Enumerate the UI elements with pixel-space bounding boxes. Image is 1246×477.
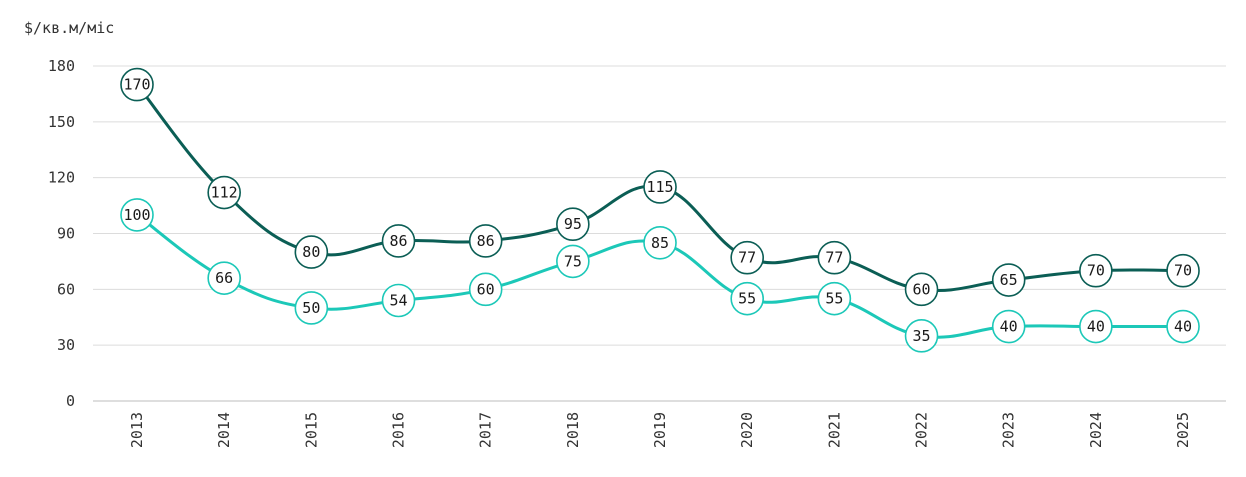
data-label: 40 [1087, 318, 1105, 336]
data-label: 66 [215, 269, 233, 287]
data-label: 70 [1087, 262, 1105, 280]
data-label: 60 [912, 280, 930, 298]
data-point [294, 235, 329, 269]
data-label: 65 [1000, 271, 1018, 289]
data-point [817, 281, 852, 316]
data-point [1166, 309, 1200, 344]
y-tick-label: 120 [48, 169, 75, 187]
data-label: 54 [389, 292, 407, 310]
data-label: 55 [738, 290, 756, 308]
y-axis-label: $/кв.м/міс [24, 19, 114, 37]
data-point [381, 224, 416, 258]
data-point [904, 272, 939, 307]
data-point [120, 67, 154, 102]
data-point [120, 198, 154, 232]
data-label: 86 [477, 232, 495, 250]
data-point [991, 263, 1026, 297]
x-tick-label: 2025 [1174, 412, 1192, 448]
data-point [817, 240, 852, 275]
data-point [468, 224, 503, 258]
y-tick-label: 0 [66, 392, 75, 410]
data-point [207, 175, 241, 210]
data-label: 50 [302, 299, 320, 317]
y-tick-label: 30 [57, 336, 75, 354]
x-tick-label: 2014 [215, 412, 233, 448]
y-tick-label: 60 [57, 280, 75, 298]
x-tick-label: 2017 [477, 412, 495, 448]
x-tick-label: 2018 [564, 412, 582, 448]
x-tick-label: 2020 [738, 412, 756, 448]
series-2: 100 66 50 54 60 75 85 55 55 35 40 40 40 [120, 198, 1200, 353]
data-label: 60 [477, 280, 495, 298]
data-point [1166, 253, 1200, 288]
data-label: 112 [211, 184, 238, 202]
data-point [294, 291, 329, 325]
x-tick-label: 2016 [390, 412, 408, 448]
series-1: 170 112 80 86 86 95 115 77 77 60 65 70 70 [120, 67, 1200, 307]
data-point [207, 261, 241, 295]
data-point [556, 244, 590, 279]
data-label: 170 [123, 76, 150, 94]
data-point [468, 272, 503, 307]
data-label: 40 [1174, 318, 1192, 336]
x-tick-label: 2015 [302, 412, 320, 448]
data-label: 75 [564, 252, 582, 270]
data-label: 77 [825, 249, 843, 267]
y-tick-label: 150 [48, 113, 75, 131]
x-tick-label: 2022 [913, 412, 931, 448]
data-point [991, 309, 1026, 344]
data-label: 100 [123, 206, 150, 224]
data-point [904, 319, 939, 353]
data-point [643, 226, 677, 260]
data-point [381, 283, 416, 318]
y-tick-label: 90 [57, 225, 75, 243]
data-label: 85 [651, 234, 669, 252]
x-axis-ticks: 2013 2014 2015 2016 2017 2018 2019 2020 2021 2022… [128, 412, 1192, 448]
data-label: 55 [825, 290, 843, 308]
data-point [1079, 253, 1113, 288]
data-point [730, 240, 764, 275]
x-tick-label: 2019 [651, 412, 669, 448]
data-label: 77 [738, 249, 756, 267]
x-tick-label: 2021 [825, 412, 843, 448]
y-axis-ticks: 0 30 60 90 120 150 180 [48, 57, 75, 410]
x-tick-label: 2013 [128, 412, 146, 448]
data-point [730, 281, 764, 316]
x-tick-label: 2024 [1087, 412, 1105, 448]
data-label: 86 [389, 232, 407, 250]
data-point [1079, 309, 1113, 344]
data-point [556, 207, 590, 241]
y-tick-label: 180 [48, 57, 75, 75]
data-label: 40 [1000, 318, 1018, 336]
x-tick-label: 2023 [1000, 412, 1018, 448]
data-label: 115 [646, 178, 673, 196]
series-group: 170 112 80 86 86 95 115 77 77 60 65 70 70 100 66 50 54 60… [120, 67, 1200, 353]
data-label: 35 [912, 327, 930, 345]
data-label: 80 [302, 243, 320, 261]
data-label: 95 [564, 215, 582, 233]
data-label: 70 [1174, 262, 1192, 280]
data-point [643, 170, 677, 204]
